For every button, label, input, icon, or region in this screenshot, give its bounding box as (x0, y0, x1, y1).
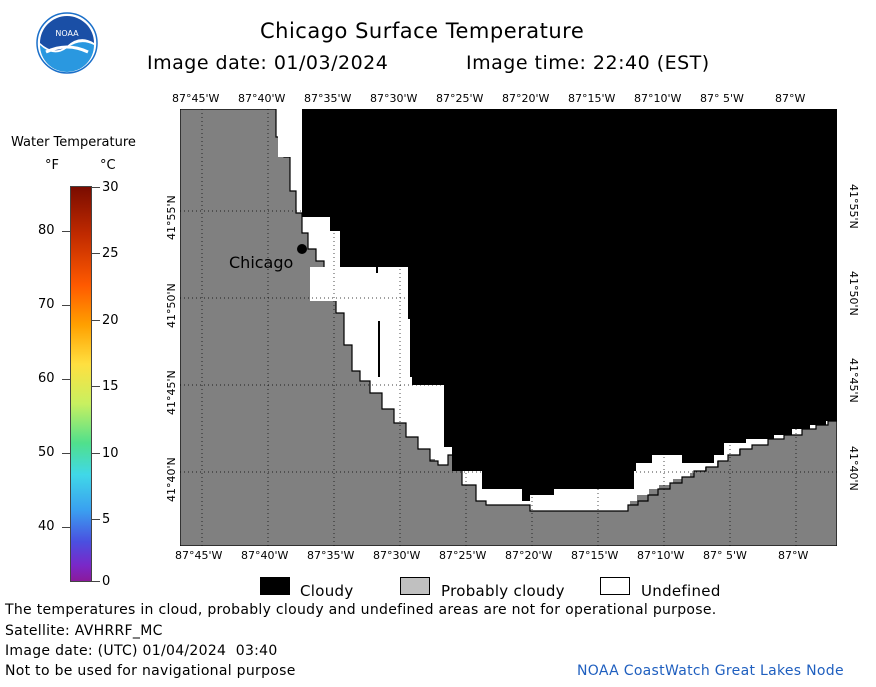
legend-f-tick: 70 (38, 297, 55, 312)
legend-unit-f: °F (45, 158, 59, 173)
undefined-swatch (600, 577, 630, 595)
lon-label-bottom: 87°W (778, 549, 809, 562)
legend-c-tick: 30 (102, 180, 119, 195)
lon-label-bottom: 87°30'W (373, 549, 421, 562)
noaa-logo: NOAA (36, 12, 98, 74)
footer-satellite: Satellite: AVHRRF_MC (5, 623, 163, 639)
probably-cloudy-label: Probably cloudy (441, 582, 565, 600)
lon-label-top: 87°20'W (502, 92, 550, 105)
lat-label-left: 41°55'N (165, 195, 178, 240)
legend-f-tick: 50 (38, 445, 55, 460)
lat-label-left: 41°40'N (165, 457, 178, 502)
cloudy-swatch (260, 577, 290, 595)
legend-unit-c: °C (100, 158, 116, 173)
lon-label-top: 87°10'W (634, 92, 682, 105)
city-label-chicago: Chicago (229, 253, 294, 272)
legend-title: Water Temperature (11, 135, 136, 150)
lat-label-left: 41°50'N (165, 283, 178, 328)
lon-label-bottom: 87°10'W (637, 549, 685, 562)
grid-lines (180, 109, 837, 546)
lon-label-bottom: 87° 5'W (703, 549, 747, 562)
page-title: Chicago Surface Temperature (260, 19, 585, 43)
footer-credit: NOAA CoastWatch Great Lakes Node (577, 663, 844, 679)
lon-label-top: 87°30'W (370, 92, 418, 105)
lon-label-top: 87°W (775, 92, 806, 105)
lat-label-right: 41°50'N (847, 271, 860, 316)
lon-label-bottom: 87°45'W (175, 549, 223, 562)
legend-f-tick: 40 (38, 519, 55, 534)
legend-f-tick: 80 (38, 223, 55, 238)
footer-utc-date: Image date: (UTC) 01/04/2024 03:40 (5, 643, 278, 659)
noaa-logo-text: NOAA (55, 29, 79, 38)
temperature-color-scale (70, 186, 92, 582)
legend-c-tick: 0 (102, 574, 111, 589)
legend-c-tick: 15 (102, 379, 119, 394)
footer-navigation-warning: Not to be used for navigational purpose (5, 663, 296, 679)
lon-label-top: 87°25'W (436, 92, 484, 105)
map-panel (179, 108, 838, 547)
lon-label-top: 87°15'W (568, 92, 616, 105)
lon-label-top: 87°35'W (304, 92, 352, 105)
lon-label-bottom: 87°40'W (241, 549, 289, 562)
lat-label-right: 41°45'N (847, 358, 860, 403)
cloudy-area (298, 109, 837, 501)
lon-label-bottom: 87°15'W (571, 549, 619, 562)
lat-label-left: 41°45'N (165, 370, 178, 415)
probably-cloudy-swatch (400, 577, 430, 595)
chicago-marker (297, 244, 307, 254)
lon-label-bottom: 87°25'W (439, 549, 487, 562)
undefined-label: Undefined (641, 582, 721, 600)
image-date: Image date: 01/03/2024 (147, 52, 389, 74)
image-time: Image time: 22:40 (EST) (466, 52, 710, 74)
legend-c-tick: 5 (102, 512, 111, 527)
cloudy-label: Cloudy (300, 582, 354, 600)
land-west-shore (179, 108, 838, 547)
lon-label-bottom: 87°20'W (505, 549, 553, 562)
legend-c-tick: 25 (102, 246, 119, 261)
lon-label-top: 87° 5'W (700, 92, 744, 105)
lat-label-right: 41°40'N (847, 446, 860, 491)
lat-label-right: 41°55'N (847, 184, 860, 229)
lon-label-top: 87°45'W (172, 92, 220, 105)
lon-label-top: 87°40'W (238, 92, 286, 105)
legend-c-tick: 20 (102, 313, 119, 328)
lon-label-bottom: 87°35'W (307, 549, 355, 562)
footer-disclaimer: The temperatures in cloud, probably clou… (5, 602, 717, 618)
legend-c-tick: 10 (102, 446, 119, 461)
legend-f-tick: 60 (38, 371, 55, 386)
